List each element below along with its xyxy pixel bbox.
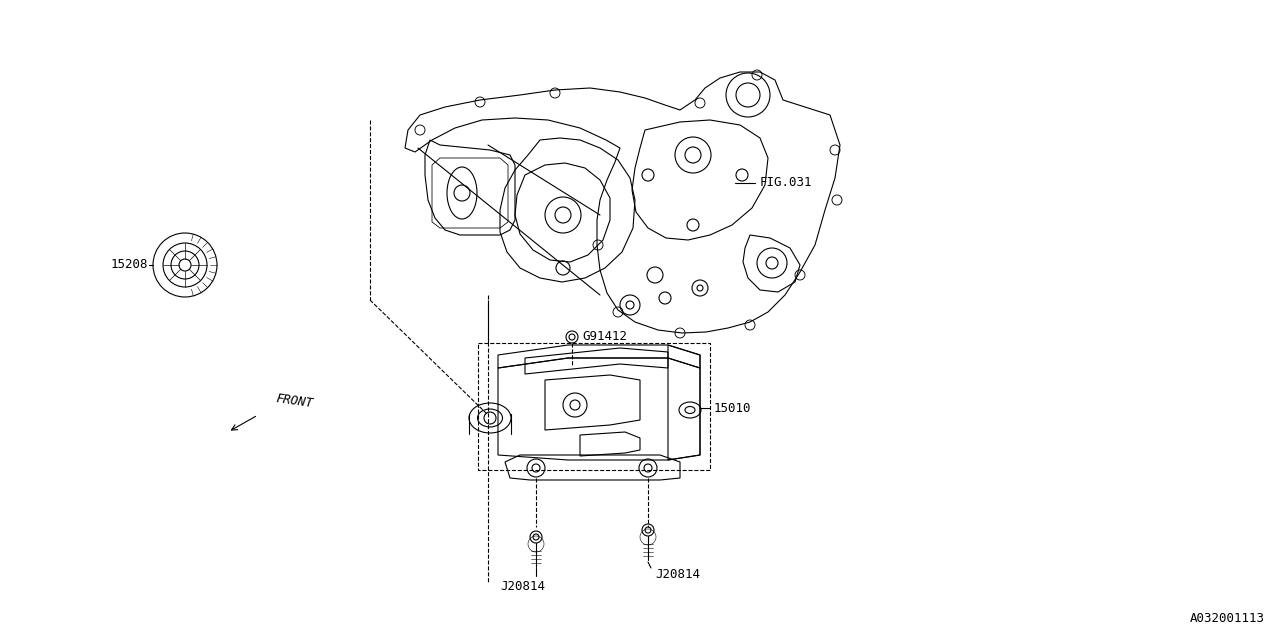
- Text: J20814: J20814: [500, 580, 545, 593]
- Text: FIG.031: FIG.031: [760, 177, 813, 189]
- Text: FRONT: FRONT: [275, 392, 314, 410]
- Text: 15010: 15010: [714, 401, 751, 415]
- Text: G91412: G91412: [582, 330, 627, 344]
- Text: A032001113: A032001113: [1190, 612, 1265, 625]
- Text: J20814: J20814: [655, 568, 700, 582]
- Text: 15208: 15208: [110, 259, 148, 271]
